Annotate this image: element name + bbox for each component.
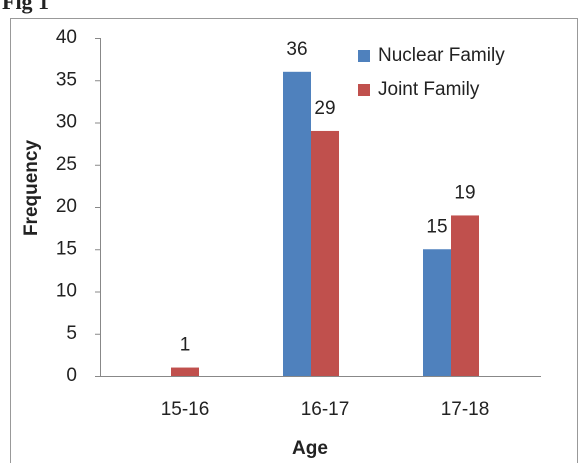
data-label: 15 <box>426 216 447 237</box>
legend-swatch <box>358 84 370 96</box>
y-tick-label: 10 <box>56 281 77 302</box>
bar <box>171 367 199 376</box>
data-label: 19 <box>454 182 475 203</box>
x-axis-title: Age <box>292 438 328 459</box>
data-label: 29 <box>314 98 335 119</box>
legend-label: Joint Family <box>378 79 480 100</box>
y-tick-label: 35 <box>56 69 77 90</box>
legend-label: Nuclear Family <box>378 45 505 66</box>
chart-frame <box>10 18 578 463</box>
y-tick-label: 0 <box>66 365 77 386</box>
data-label: 1 <box>180 335 191 356</box>
x-tick-label: 17-18 <box>441 399 490 420</box>
bar <box>451 215 479 376</box>
bar <box>423 249 451 376</box>
chart-title: Fig 1 <box>2 0 49 14</box>
data-label: 36 <box>286 39 307 60</box>
bar <box>311 130 339 376</box>
y-tick-label: 15 <box>56 238 77 259</box>
y-tick-label: 25 <box>56 154 77 175</box>
x-tick-label: 16-17 <box>301 399 350 420</box>
y-tick-label: 5 <box>66 323 77 344</box>
y-tick-label: 30 <box>56 112 77 133</box>
y-axis-title: Frequency <box>21 140 42 237</box>
legend-swatch <box>358 50 370 62</box>
y-tick-label: 20 <box>56 196 77 217</box>
x-tick-label: 15-16 <box>161 399 210 420</box>
y-tick-label: 40 <box>56 27 77 48</box>
bar <box>283 71 311 377</box>
